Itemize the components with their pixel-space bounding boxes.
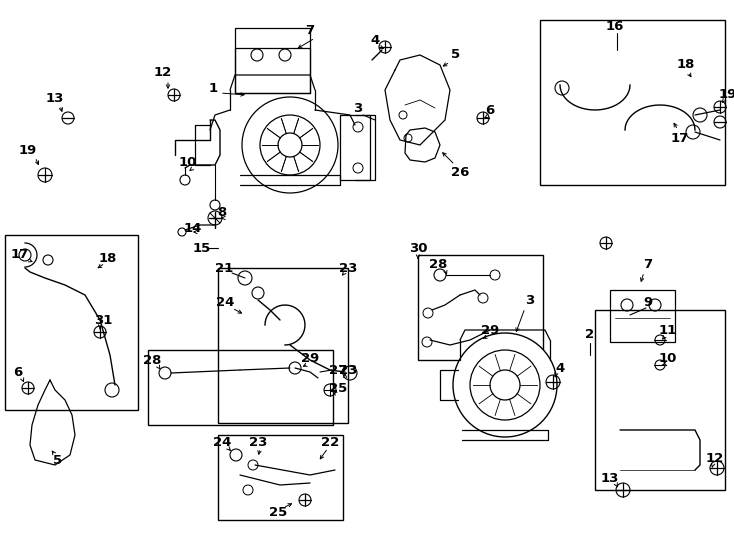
Text: 19: 19 [719,89,734,102]
Text: 28: 28 [429,259,447,272]
Text: 4: 4 [556,361,564,375]
Text: 13: 13 [601,471,619,484]
Text: 5: 5 [54,454,62,467]
Text: 4: 4 [371,33,379,46]
Text: 28: 28 [143,354,161,367]
Text: 12: 12 [706,451,724,464]
Text: 29: 29 [481,323,499,336]
Text: 22: 22 [321,435,339,449]
Text: 21: 21 [215,261,233,274]
Text: 7: 7 [644,259,653,272]
Text: 31: 31 [94,314,112,327]
Text: 12: 12 [154,65,172,78]
Text: 8: 8 [217,206,227,219]
Bar [218,268,348,423]
Text: 16: 16 [606,21,624,33]
Text: 10: 10 [659,352,677,365]
Text: 6: 6 [13,366,23,379]
Text: 5: 5 [451,49,460,62]
Text: 17: 17 [11,248,29,261]
Text: 24: 24 [213,435,231,449]
Bar [5,235,138,410]
Text: 3: 3 [526,294,534,307]
Text: 29: 29 [301,352,319,365]
Bar [540,20,725,185]
Text: 1: 1 [208,82,217,94]
Text: 2: 2 [586,328,595,341]
Text: 14: 14 [184,221,202,234]
Text: 9: 9 [644,295,653,308]
Circle shape [453,333,557,437]
Bar [235,28,310,93]
Text: 26: 26 [451,165,469,179]
Bar [418,255,543,360]
Text: 19: 19 [19,144,37,157]
Text: 24: 24 [216,296,234,309]
Text: 13: 13 [46,91,64,105]
Text: 25: 25 [329,381,347,395]
Text: 17: 17 [671,132,689,145]
Text: 18: 18 [677,58,695,71]
Text: 11: 11 [659,323,677,336]
Text: 15: 15 [193,241,211,254]
Text: 23: 23 [339,261,357,274]
Text: 25: 25 [269,505,287,518]
Bar [610,290,675,342]
Text: 27: 27 [329,363,347,376]
Text: 23: 23 [249,435,267,449]
Text: 10: 10 [179,156,197,168]
Circle shape [242,97,338,193]
Bar [218,435,343,520]
Text: 30: 30 [409,241,427,254]
Text: 18: 18 [99,252,117,265]
Text: 7: 7 [305,24,315,37]
Text: 6: 6 [485,104,495,117]
Bar [595,310,725,490]
Text: 3: 3 [353,102,363,114]
Bar [148,350,333,425]
Text: 23: 23 [339,363,357,376]
